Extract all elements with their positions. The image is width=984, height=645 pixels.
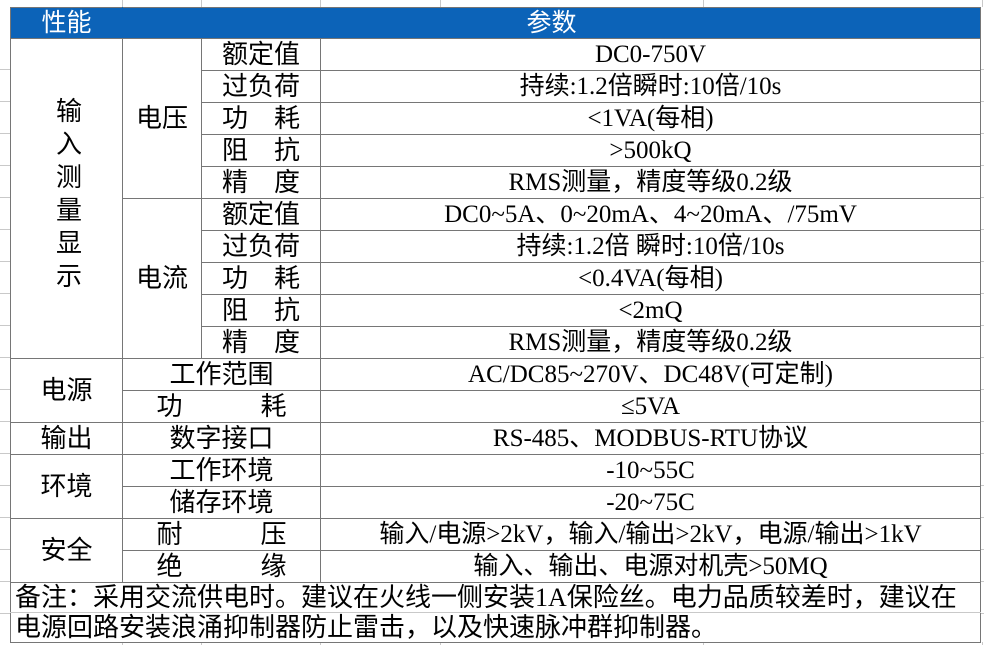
table-row: 精 度 RMS测量，精度等级0.2级 — [11, 166, 982, 199]
sheet-gridline-stub — [320, 0, 321, 7]
value-cell: <1VA(每相) — [319, 102, 982, 135]
value-cell: ≤5VA — [319, 390, 982, 423]
param-cell: 绝 缘 — [122, 550, 321, 583]
spec-table: 性能 参数 输入测量显示 电压 额定值 DC0-750V 过负荷 持续:1.2倍… — [9, 7, 982, 643]
param-cell: 过负荷 — [201, 70, 321, 103]
table-row: 阻 抗 <2mQ — [11, 294, 982, 327]
table-row: 功 耗 ≤5VA — [11, 390, 982, 423]
table-row: 过负荷 持续:1.2倍瞬时:10倍/10s — [11, 70, 982, 103]
header-row: 性能 参数 — [10, 7, 982, 39]
note-row: 备注：采用交流供电时。建议在火线一侧安装1A保险丝。电力品质较差时，建议在 — [9, 582, 982, 613]
header-parameter: 参数 — [121, 7, 982, 39]
value-cell: RS-485、MODBUS-RTU协议 — [319, 422, 982, 455]
note-row: 电源回路安装浪涌抑制器防止雷击，以及快速脉冲群抑制器。 — [9, 612, 982, 643]
value-cell: 持续:1.2倍 瞬时:10倍/10s — [319, 230, 982, 263]
sheet-gridline-stub — [320, 642, 321, 645]
table-row: 电流 额定值 DC0~5A、0~20mA、4~20mA、/75mV — [11, 198, 982, 359]
param-cell: 工作环境 — [122, 454, 321, 487]
param-cell: 阻 抗 — [201, 134, 321, 167]
param-cell: 功 耗 — [122, 390, 321, 423]
group-label-power: 电源 — [10, 358, 123, 423]
param-cell: 额定值 — [201, 198, 321, 231]
sheet-gridline-stub — [201, 0, 202, 7]
table-row: 精 度 RMS测量，精度等级0.2级 — [11, 326, 982, 359]
param-cell: 过负荷 — [201, 230, 321, 263]
value-cell: RMS测量，精度等级0.2级 — [319, 326, 982, 359]
value-cell: 持续:1.2倍瞬时:10倍/10s — [319, 70, 982, 103]
group-label-environment: 环境 — [10, 454, 123, 519]
value-cell: <0.4VA(每相) — [319, 262, 982, 295]
param-cell: 额定值 — [201, 38, 321, 71]
sheet-gridlines-left — [0, 38, 10, 642]
param-cell: 耐 压 — [122, 518, 321, 551]
value-cell: <2mQ — [319, 294, 982, 327]
value-cell: 输入、输出、电源对机壳>50MQ — [319, 550, 982, 583]
table-row: 环境 工作环境 -10~55C — [10, 454, 982, 519]
param-cell: 储存环境 — [122, 486, 321, 519]
sheet-gridline-stub — [122, 0, 123, 7]
sub-label-voltage: 电压 — [122, 38, 202, 199]
sheet-gridline-stub — [703, 642, 704, 645]
param-cell: 精 度 — [201, 326, 321, 359]
param-cell: 数字接口 — [122, 422, 321, 455]
sheet-gridline-stub — [982, 0, 983, 7]
note-line-2: 电源回路安装浪涌抑制器防止雷击，以及快速脉冲群抑制器。 — [9, 612, 982, 643]
table-row: 电源 工作范围 AC/DC85~270V、DC48V(可定制) — [10, 358, 982, 423]
sheet-gridline-stub — [122, 642, 123, 645]
table-row: 储存环境 -20~75C — [11, 486, 982, 519]
value-cell: RMS测量，精度等级0.2级 — [319, 166, 982, 199]
table-row: 阻 抗 >500kQ — [11, 134, 982, 167]
value-cell: -10~55C — [319, 454, 982, 487]
sheet-gridline-stub — [703, 0, 704, 7]
sheet-gridline-stub — [440, 0, 441, 7]
value-cell: 输入/电源>2kV，输入/输出>2kV，电源/输出>1kV — [319, 518, 982, 551]
group-label-safety: 安全 — [10, 518, 123, 583]
sheet-gridlines-right — [980, 38, 984, 642]
value-cell: AC/DC85~270V、DC48V(可定制) — [319, 358, 982, 391]
value-cell: -20~75C — [319, 486, 982, 519]
group-label-input: 输入测量显示 — [10, 38, 123, 359]
param-cell: 功 耗 — [201, 102, 321, 135]
table-row: 功 耗 <1VA(每相) — [11, 102, 982, 135]
value-cell: DC0-750V — [319, 38, 982, 71]
sheet-gridline-stub — [440, 642, 441, 645]
group-label-output: 输出 — [10, 422, 123, 455]
param-cell: 阻 抗 — [201, 294, 321, 327]
table-row: 输入测量显示 电压 额定值 DC0-750V — [10, 38, 982, 359]
header-performance: 性能 — [10, 7, 123, 39]
note-line-1: 备注：采用交流供电时。建议在火线一侧安装1A保险丝。电力品质较差时，建议在 — [9, 582, 982, 613]
param-cell: 功 耗 — [201, 262, 321, 295]
sub-label-current: 电流 — [122, 198, 202, 359]
table-row: 过负荷 持续:1.2倍 瞬时:10倍/10s — [11, 230, 982, 263]
sheet-gridline-stub — [982, 642, 983, 645]
group-label-input-text: 输入测量显示 — [52, 97, 82, 295]
param-cell: 精 度 — [201, 166, 321, 199]
table-row: 安全 耐 压 输入/电源>2kV，输入/输出>2kV，电源/输出>1kV — [10, 518, 982, 583]
sheet-gridline-stub — [201, 642, 202, 645]
param-cell: 工作范围 — [122, 358, 321, 391]
table-row: 输出 数字接口 RS-485、MODBUS-RTU协议 — [10, 422, 982, 455]
value-cell: >500kQ — [319, 134, 982, 167]
table-row: 绝 缘 输入、输出、电源对机壳>50MQ — [11, 550, 982, 583]
value-cell: DC0~5A、0~20mA、4~20mA、/75mV — [319, 198, 982, 231]
